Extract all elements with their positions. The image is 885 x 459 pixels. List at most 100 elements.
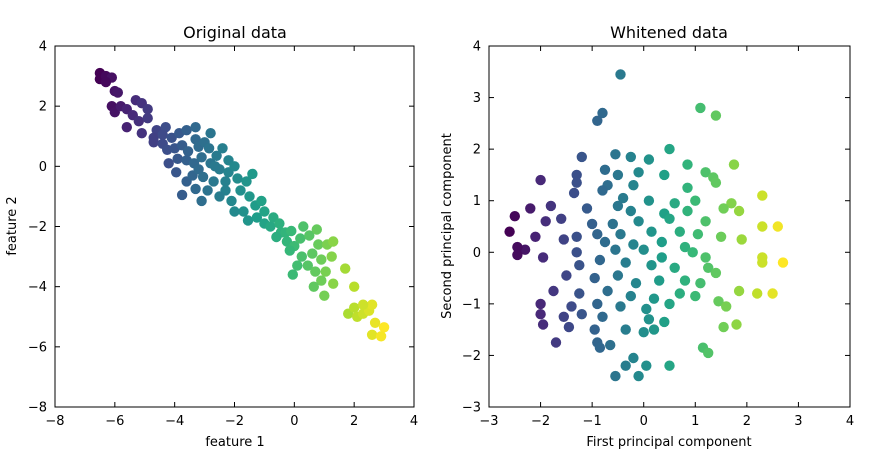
data-point <box>176 189 188 201</box>
data-point <box>284 245 295 256</box>
data-point <box>664 213 675 224</box>
data-point <box>605 339 616 351</box>
data-point <box>731 319 742 330</box>
ticks-layer-original: −8 −6 −4 −2 0 2 4 −8 −6 −4 −2 0 2 4 <box>28 40 418 430</box>
data-point <box>625 290 636 302</box>
axes-frame-original <box>54 45 415 408</box>
data-point <box>550 337 562 348</box>
data-point <box>298 221 309 232</box>
data-point <box>726 198 737 209</box>
data-point <box>687 247 698 258</box>
data-point <box>715 231 727 242</box>
data-point <box>193 164 204 175</box>
data-point <box>772 221 783 232</box>
data-point <box>664 360 675 371</box>
x-tick-label: 1 <box>691 414 699 429</box>
data-point <box>599 236 611 248</box>
y-tick-label: −8 <box>28 401 47 416</box>
data-point <box>313 239 324 250</box>
y-tick-label: 3 <box>473 91 481 106</box>
data-point <box>540 216 551 227</box>
data-point <box>571 177 582 188</box>
data-point <box>641 303 652 315</box>
data-point <box>592 229 603 240</box>
data-point <box>682 159 693 170</box>
data-point <box>563 321 575 333</box>
data-point <box>326 251 337 262</box>
data-point <box>190 122 201 133</box>
x-tick-label: 3 <box>794 414 802 429</box>
data-point <box>581 203 593 214</box>
data-point <box>594 254 606 266</box>
data-point <box>535 174 546 186</box>
x-tick-label: −3 <box>479 414 498 429</box>
y-tick-label: 0 <box>39 160 47 175</box>
data-point <box>509 211 520 222</box>
data-point <box>674 226 685 237</box>
data-point <box>196 152 207 163</box>
x-tick-label: 4 <box>846 414 854 429</box>
x-tick-label: −6 <box>105 414 124 429</box>
y-tick-label: 1 <box>473 194 481 209</box>
data-point <box>203 143 215 154</box>
data-point <box>659 169 670 181</box>
data-point <box>602 285 613 297</box>
data-point <box>232 173 243 184</box>
x-tick-label: −8 <box>45 414 64 429</box>
data-point <box>721 301 732 312</box>
data-point <box>656 252 667 263</box>
x-tick-label: −1 <box>583 414 602 429</box>
data-point <box>247 168 258 180</box>
data-point <box>320 266 331 277</box>
data-point <box>311 224 322 235</box>
data-point <box>256 195 267 207</box>
data-point <box>558 234 569 245</box>
data-point <box>157 129 168 140</box>
data-point <box>674 288 685 299</box>
data-point <box>535 309 546 320</box>
x-axis-title-original: feature 1 <box>205 435 264 450</box>
data-point <box>537 319 549 330</box>
data-point <box>703 262 714 273</box>
data-point <box>235 185 246 196</box>
data-point <box>736 234 747 245</box>
data-point <box>757 257 768 268</box>
data-point <box>241 176 252 187</box>
data-point <box>281 236 293 247</box>
x-tick-label: 0 <box>290 414 298 429</box>
data-point <box>375 331 387 342</box>
data-point <box>638 244 649 255</box>
data-point <box>679 241 691 253</box>
data-point <box>548 285 559 297</box>
x-tick-label: 4 <box>410 414 418 429</box>
data-point <box>607 218 618 230</box>
data-point <box>274 218 285 229</box>
data-point <box>597 185 608 196</box>
data-point <box>525 203 536 214</box>
data-point <box>625 205 636 217</box>
data-point <box>265 221 276 232</box>
y-tick-label: 4 <box>473 40 481 55</box>
data-point <box>558 311 569 322</box>
data-point <box>718 321 729 333</box>
data-point <box>112 87 124 98</box>
data-point <box>592 115 603 127</box>
data-point <box>638 327 649 338</box>
data-point <box>366 329 378 340</box>
x-tick-label: 2 <box>350 414 358 429</box>
data-point <box>646 260 657 271</box>
data-point <box>576 309 587 320</box>
axes-frame-whitened <box>488 45 851 408</box>
data-point <box>292 260 303 271</box>
data-point <box>656 236 667 248</box>
data-point <box>643 314 655 325</box>
data-point <box>620 324 631 335</box>
points-layer-original <box>94 67 390 342</box>
data-point <box>576 151 587 163</box>
data-point <box>217 143 228 154</box>
y-tick-label: 0 <box>473 246 481 261</box>
data-point <box>777 257 789 268</box>
ticks-layer-whitened: −3 −2 −1 0 1 2 3 4 −3 −2 −1 0 1 2 3 4 <box>462 40 854 430</box>
data-point <box>242 215 254 226</box>
data-point <box>728 159 740 170</box>
